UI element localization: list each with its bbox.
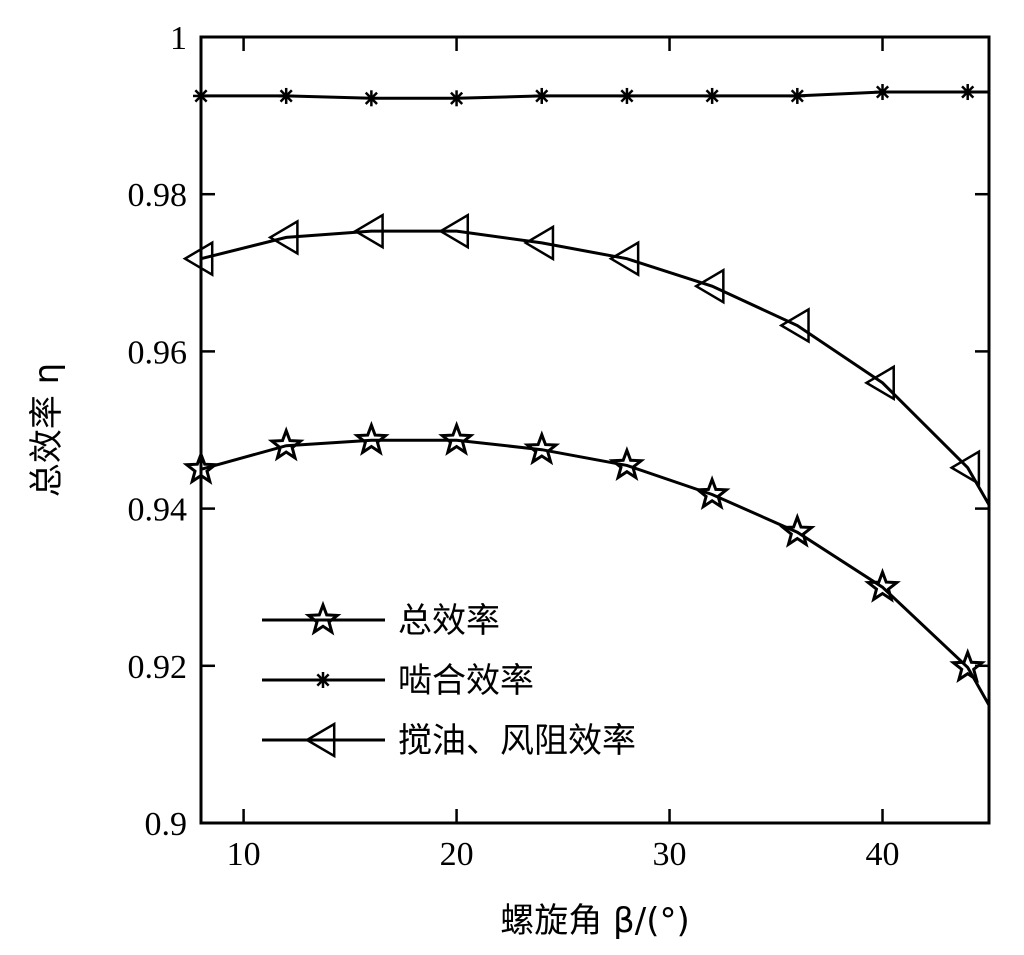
data-point-marker — [779, 512, 816, 548]
data-point-marker — [618, 87, 635, 104]
y-tick-label: 0.94 — [128, 492, 188, 529]
data-point-marker — [182, 450, 220, 485]
y-tick-label: 0.92 — [128, 649, 188, 686]
data-point-marker — [778, 307, 810, 344]
y-tick-label: 0.96 — [128, 334, 188, 371]
y-tick-label: 0.98 — [128, 177, 188, 214]
legend-label: 搅油、风阻效率 — [398, 721, 636, 761]
data-point-marker — [438, 420, 475, 456]
plot-frame — [199, 35, 991, 825]
data-point-marker — [864, 567, 901, 603]
data-point-marker — [523, 224, 555, 262]
data-point-marker — [704, 87, 721, 104]
data-point-marker — [949, 449, 981, 486]
data-point-marker — [438, 212, 470, 250]
series-layer — [182, 84, 991, 706]
axis-ticks: 10 20 30 40 0.9 0.92 0.94 0.96 0.98 1 — [128, 20, 989, 873]
legend-label: 啮合效率 — [398, 661, 534, 701]
data-point-marker — [448, 90, 465, 107]
data-point-marker — [363, 90, 380, 107]
data-point-marker — [193, 87, 209, 104]
data-point-marker — [278, 87, 295, 104]
data-point-marker — [693, 267, 725, 305]
series-line — [200, 229, 991, 506]
y-tick-label: 1 — [170, 20, 187, 57]
data-point-marker — [352, 212, 384, 250]
y-tick-label: 0.9 — [145, 806, 188, 843]
x-tick-label: 40 — [866, 836, 900, 873]
series-2 — [193, 84, 989, 107]
data-point-marker — [353, 420, 390, 456]
x-axis-label: 螺旋角 β/(°) — [500, 901, 690, 941]
data-point-marker — [949, 648, 987, 683]
series-3 — [182, 212, 991, 506]
x-tick-label: 10 — [227, 836, 261, 873]
legend-marker — [304, 600, 342, 636]
data-point-marker — [608, 446, 646, 481]
legend-marker — [304, 721, 336, 759]
data-point-marker — [874, 84, 891, 101]
data-point-marker — [267, 426, 305, 462]
series-1 — [182, 420, 991, 706]
data-point-marker — [533, 87, 550, 104]
data-point-marker — [182, 240, 214, 277]
legend-marker — [315, 672, 331, 688]
data-point-marker — [789, 87, 806, 104]
data-point-marker — [267, 219, 299, 256]
data-point-marker — [864, 364, 895, 402]
y-axis-label: 总效率 η — [27, 363, 67, 497]
data-point-marker — [608, 240, 640, 277]
x-tick-label: 20 — [440, 836, 474, 873]
legend-label: 总效率 — [398, 601, 500, 641]
data-point-marker — [523, 430, 561, 466]
series-line — [201, 90, 989, 100]
data-point-marker — [693, 475, 731, 511]
x-tick-label: 30 — [653, 836, 687, 873]
data-point-marker — [959, 84, 976, 101]
series-line — [200, 438, 991, 706]
